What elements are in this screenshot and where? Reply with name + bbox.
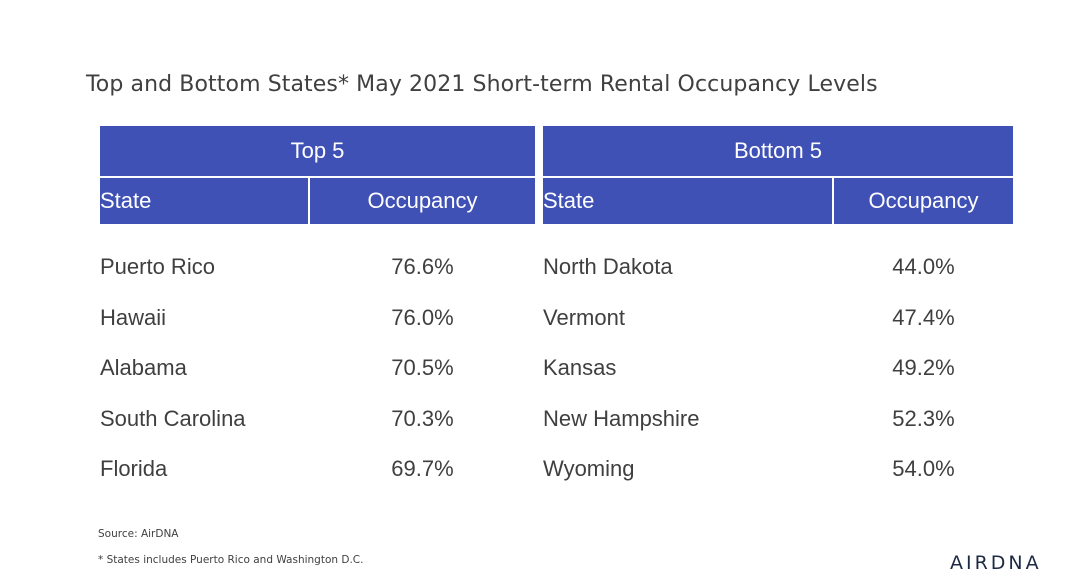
top-5-column-headers: State Occupancy bbox=[100, 178, 535, 224]
bottom-5-heading: Bottom 5 bbox=[543, 126, 1013, 176]
top-5-table: Top 5 State Occupancy Puerto Rico 76.6% … bbox=[100, 126, 535, 495]
occupancy-cell: 69.7% bbox=[391, 456, 454, 482]
occupancy-cell: 54.0% bbox=[892, 456, 955, 482]
airdna-logo: AIRDNA bbox=[950, 552, 1042, 574]
top-state-column-header: State bbox=[100, 178, 308, 224]
source-note: Source: AirDNA bbox=[98, 528, 179, 540]
state-cell: Kansas bbox=[543, 355, 617, 381]
table-row: North Dakota 44.0% bbox=[543, 242, 1013, 293]
state-cell: Alabama bbox=[100, 355, 187, 381]
page-title: Top and Bottom States* May 2021 Short-te… bbox=[86, 72, 878, 97]
occupancy-cell: 70.5% bbox=[391, 355, 454, 381]
footnote: * States includes Puerto Rico and Washin… bbox=[98, 554, 364, 566]
state-cell: Puerto Rico bbox=[100, 254, 215, 280]
state-cell: North Dakota bbox=[543, 254, 673, 280]
state-cell: South Carolina bbox=[100, 405, 246, 431]
occupancy-cell: 70.3% bbox=[391, 405, 454, 431]
table-row: Hawaii 76.0% bbox=[100, 293, 535, 344]
state-cell: Vermont bbox=[543, 304, 625, 330]
occupancy-cell: 76.0% bbox=[391, 304, 454, 330]
occupancy-cell: 76.6% bbox=[391, 254, 454, 280]
bottom-state-column-header: State bbox=[543, 178, 832, 224]
occupancy-cell: 52.3% bbox=[892, 405, 955, 431]
table-row: Vermont 47.4% bbox=[543, 293, 1013, 344]
occupancy-cell: 47.4% bbox=[892, 304, 955, 330]
table-row: Florida 69.7% bbox=[100, 444, 535, 495]
table-row: New Hampshire 52.3% bbox=[543, 394, 1013, 445]
state-cell: New Hampshire bbox=[543, 405, 700, 431]
table-row: Puerto Rico 76.6% bbox=[100, 242, 535, 293]
bottom-occupancy-column-header: Occupancy bbox=[834, 178, 1013, 224]
table-row: South Carolina 70.3% bbox=[100, 394, 535, 445]
state-cell: Hawaii bbox=[100, 304, 167, 330]
bottom-5-table: Bottom 5 State Occupancy North Dakota 44… bbox=[543, 126, 1013, 495]
occupancy-cell: 49.2% bbox=[892, 355, 955, 381]
table-row: Kansas 49.2% bbox=[543, 343, 1013, 394]
table-row: Wyoming 54.0% bbox=[543, 444, 1013, 495]
top-5-rows: Puerto Rico 76.6% Hawaii 76.0% Alabama 7… bbox=[100, 242, 535, 495]
top-5-heading: Top 5 bbox=[100, 126, 535, 176]
table-row: Alabama 70.5% bbox=[100, 343, 535, 394]
top-occupancy-column-header: Occupancy bbox=[310, 178, 535, 224]
bottom-5-rows: North Dakota 44.0% Vermont 47.4% Kansas … bbox=[543, 242, 1013, 495]
state-cell: Wyoming bbox=[543, 456, 635, 482]
bottom-5-column-headers: State Occupancy bbox=[543, 178, 1013, 224]
state-cell: Florida bbox=[100, 456, 168, 482]
occupancy-cell: 44.0% bbox=[892, 254, 955, 280]
